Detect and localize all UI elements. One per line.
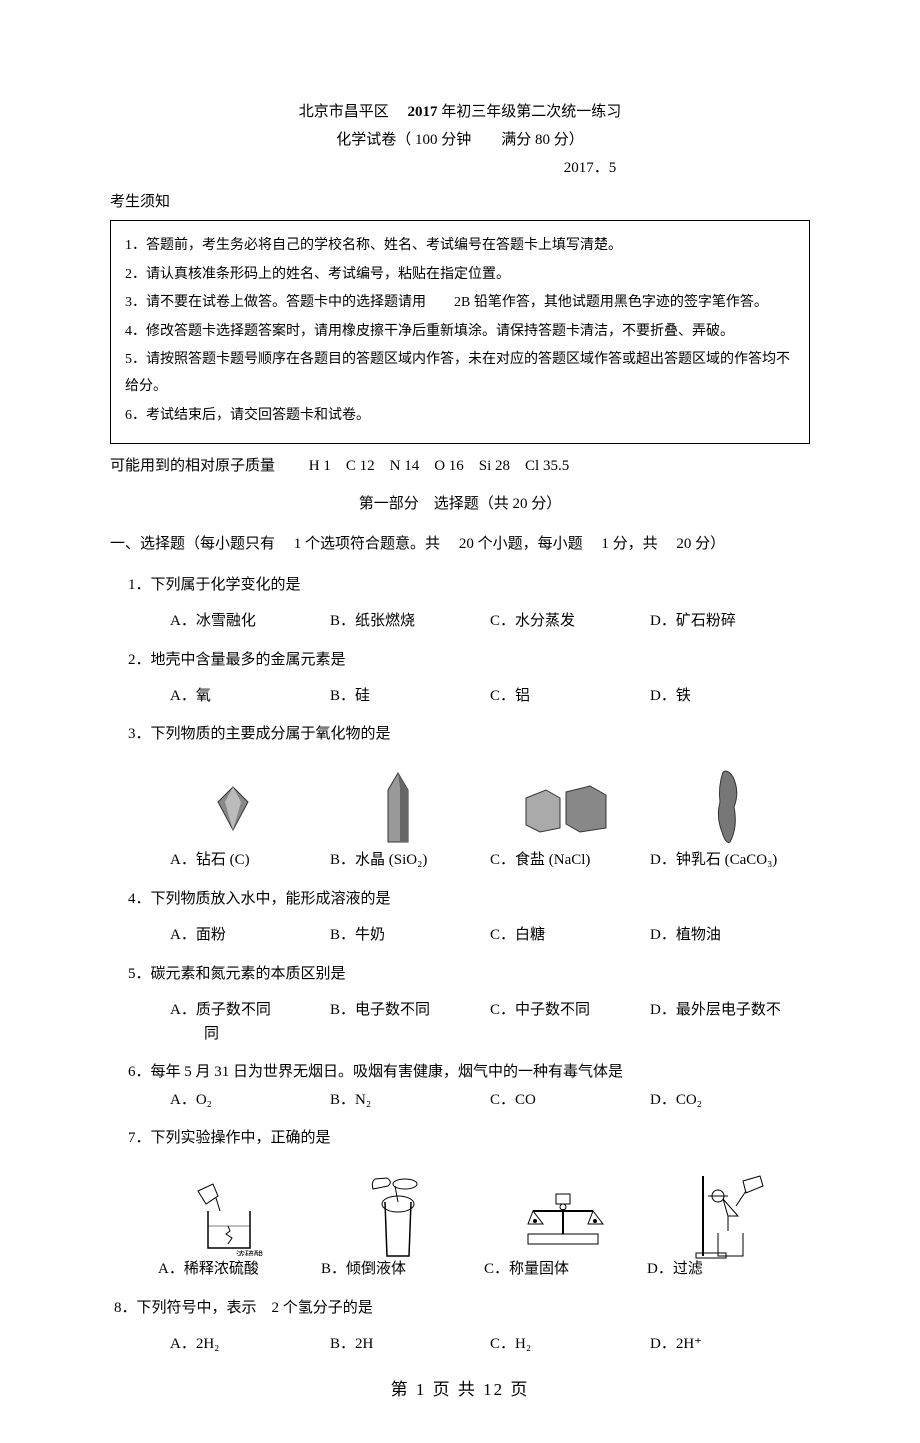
question-2: 2．地壳中含量最多的金属元素是 A．氧 B．硅 C．铝 D．铁 <box>110 647 810 708</box>
q6-opt-a: A．O₂ <box>170 1088 330 1112</box>
q6-options: A．O₂ B．N₂ C．CO D．CO₂ <box>170 1088 810 1112</box>
q2-options: A．氧 B．硅 C．铝 D．铁 <box>170 684 810 708</box>
question-5: 5．碳元素和氮元素的本质区别是 A．质子数不同 B．电子数不同 C．中子数不同 … <box>110 961 810 1046</box>
filter-icon <box>688 1181 768 1251</box>
q2-opt-a: A．氧 <box>170 684 330 708</box>
q5-opt-c: C．中子数不同 <box>490 998 650 1022</box>
title-prefix: 北京市昌平区 <box>299 104 389 120</box>
q6-stem: 6．每年 5 月 31 日为世界无烟日。吸烟有害健康，烟气中的一种有毒气体是 <box>128 1060 810 1084</box>
q6-opt-d: D．CO₂ <box>650 1088 810 1112</box>
q5-stem: 5．碳元素和氮元素的本质区别是 <box>128 961 810 988</box>
diamond-icon <box>203 772 263 842</box>
section-instructions: 一、选择题（每小题只有 1 个选项符合题意。共 20 个小题，每小题 1 分，共… <box>110 532 810 556</box>
q5-options: A．质子数不同 B．电子数不同 C．中子数不同 D．最外层电子数不 <box>170 998 810 1022</box>
q3-opt-c: C．食盐 (NaCl) <box>490 848 650 872</box>
q2-opt-d: D．铁 <box>650 684 810 708</box>
pour-liquid-icon <box>363 1181 433 1251</box>
q4-opt-d: D．植物油 <box>650 923 810 947</box>
atomic-mass-line: 可能用到的相对原子质量 H 1 C 12 N 14 O 16 Si 28 Cl … <box>110 454 810 478</box>
q4-opt-a: A．面粉 <box>170 923 330 947</box>
q6-opt-c: C．CO <box>490 1088 650 1112</box>
balance-icon <box>508 1181 618 1251</box>
salt-icon <box>518 772 608 842</box>
q5-opt-b: B．电子数不同 <box>330 998 490 1022</box>
q7-opt-b: B．倾倒液体 <box>321 1257 484 1281</box>
q2-stem: 2．地壳中含量最多的金属元素是 <box>128 647 810 674</box>
notice-item: 6．考试结束后，请交回答题卡和试卷。 <box>125 403 795 430</box>
notice-item: 3．请不要在试卷上做答。答题卡中的选择题请用 2B 铅笔作答，其他试题用黑色字迹… <box>125 290 795 317</box>
exam-title: 北京市昌平区 2017 年初三年级第二次统一练习 <box>110 100 810 124</box>
crystal-icon <box>368 772 428 842</box>
q3-stem: 3．下列物质的主要成分属于氧化物的是 <box>128 722 810 746</box>
q8-opt-d: D．2H⁺ <box>650 1332 810 1356</box>
q1-opt-d: D．矿石粉碎 <box>650 609 810 633</box>
q2-opt-c: C．铝 <box>490 684 650 708</box>
q8-opt-a: A．2H₂ <box>170 1332 330 1356</box>
q1-stem: 1．下列属于化学变化的是 <box>128 572 810 599</box>
dilute-acid-icon: 浓硫酸 <box>188 1181 278 1251</box>
q2-opt-b: B．硅 <box>330 684 490 708</box>
question-4: 4．下列物质放入水中，能形成溶液的是 A．面粉 B．牛奶 C．白糖 D．植物油 <box>110 886 810 947</box>
question-3: 3．下列物质的主要成分属于氧化物的是 A．钻石 (C) B．水晶 (SiO₂) … <box>110 722 810 872</box>
q4-opt-b: B．牛奶 <box>330 923 490 947</box>
q1-opt-a: A．冰雪融化 <box>170 609 330 633</box>
q6-opt-b: B．N₂ <box>330 1088 490 1112</box>
q8-opt-b: B．2H <box>330 1332 490 1356</box>
stalactite-icon <box>698 772 758 842</box>
q3-options: A．钻石 (C) B．水晶 (SiO₂) C．食盐 (NaCl) D．钟乳石 (… <box>170 848 810 872</box>
q3-opt-b: B．水晶 (SiO₂) <box>330 848 490 872</box>
q8-stem: 8．下列符号中，表示 2 个氢分子的是 <box>114 1295 810 1322</box>
q5-opt-d-cont: 同 <box>204 1022 810 1046</box>
question-8: 8．下列符号中，表示 2 个氢分子的是 A．2H₂ B．2H C．H₂ D．2H… <box>110 1295 810 1356</box>
q3-opt-d: D．钟乳石 (CaCO₃) <box>650 848 810 872</box>
notice-item: 2．请认真核准条形码上的姓名、考试编号，粘贴在指定位置。 <box>125 262 795 289</box>
q7-options: A．稀释浓硫酸 B．倾倒液体 C．称量固体 D．过滤 <box>158 1257 810 1281</box>
page-footer: 第 1 页 共 12 页 <box>110 1376 810 1403</box>
q8-options: A．2H₂ B．2H C．H₂ D．2H⁺ <box>170 1332 810 1356</box>
notice-item: 4．修改答题卡选择题答案时，请用橡皮擦干净后重新填涂。请保持答题卡清洁，不要折叠… <box>125 319 795 346</box>
q8-opt-c: C．H₂ <box>490 1332 650 1356</box>
q7-opt-a: A．稀释浓硫酸 <box>158 1257 321 1281</box>
svg-text:浓硫酸: 浓硫酸 <box>236 1249 263 1256</box>
q5-opt-d: D．最外层电子数不 <box>650 998 810 1022</box>
notice-label: 考生须知 <box>110 190 810 214</box>
q1-opt-b: B．纸张燃烧 <box>330 609 490 633</box>
title-year: 2017 <box>408 104 438 120</box>
question-6: 6．每年 5 月 31 日为世界无烟日。吸烟有害健康，烟气中的一种有毒气体是 A… <box>110 1060 810 1112</box>
exam-subtitle: 化学试卷（ 100 分钟 满分 80 分） <box>110 128 810 152</box>
q3-opt-a: A．钻石 (C) <box>170 848 330 872</box>
exam-date: 2017．5 <box>110 156 810 180</box>
q5-opt-a: A．质子数不同 <box>170 998 330 1022</box>
q4-opt-c: C．白糖 <box>490 923 650 947</box>
q1-opt-c: C．水分蒸发 <box>490 609 650 633</box>
section-header: 第一部分 选择题（共 20 分） <box>110 492 810 516</box>
question-1: 1．下列属于化学变化的是 A．冰雪融化 B．纸张燃烧 C．水分蒸发 D．矿石粉碎 <box>110 572 810 633</box>
q4-stem: 4．下列物质放入水中，能形成溶液的是 <box>128 886 810 913</box>
q7-opt-d: D．过滤 <box>647 1257 810 1281</box>
q7-stem: 7．下列实验操作中，正确的是 <box>128 1126 810 1150</box>
q7-images: 浓硫酸 <box>150 1156 810 1251</box>
title-suffix: 年初三年级第二次统一练习 <box>441 104 621 120</box>
q7-opt-c: C．称量固体 <box>484 1257 647 1281</box>
notice-item: 1．答题前，考生务必将自己的学校名称、姓名、考试编号在答题卡上填写清楚。 <box>125 233 795 260</box>
q4-options: A．面粉 B．牛奶 C．白糖 D．植物油 <box>170 923 810 947</box>
notice-box: 1．答题前，考生务必将自己的学校名称、姓名、考试编号在答题卡上填写清楚。 2．请… <box>110 220 810 444</box>
question-7: 7．下列实验操作中，正确的是 浓硫酸 A．稀释浓硫酸 B．倾倒液体 C．称量固体… <box>110 1126 810 1281</box>
q3-images <box>150 752 810 842</box>
notice-item: 5．请按照答题卡题号顺序在各题目的答题区域内作答，未在对应的答题区域作答或超出答… <box>125 347 795 400</box>
q1-options: A．冰雪融化 B．纸张燃烧 C．水分蒸发 D．矿石粉碎 <box>170 609 810 633</box>
